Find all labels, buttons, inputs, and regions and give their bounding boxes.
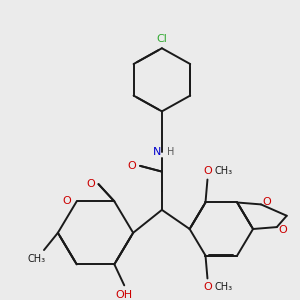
Text: O: O — [203, 282, 212, 292]
Text: OH: OH — [116, 290, 133, 300]
Text: Cl: Cl — [157, 34, 167, 44]
Text: CH₃: CH₃ — [28, 254, 46, 264]
Text: O: O — [278, 225, 287, 235]
Text: O: O — [203, 166, 212, 176]
Text: O: O — [128, 161, 136, 171]
Text: N: N — [153, 148, 161, 158]
Text: H: H — [167, 148, 175, 158]
Text: CH₃: CH₃ — [214, 282, 232, 292]
Text: O: O — [262, 196, 271, 206]
Text: O: O — [62, 196, 71, 206]
Text: O: O — [86, 179, 95, 189]
Text: CH₃: CH₃ — [214, 166, 232, 176]
